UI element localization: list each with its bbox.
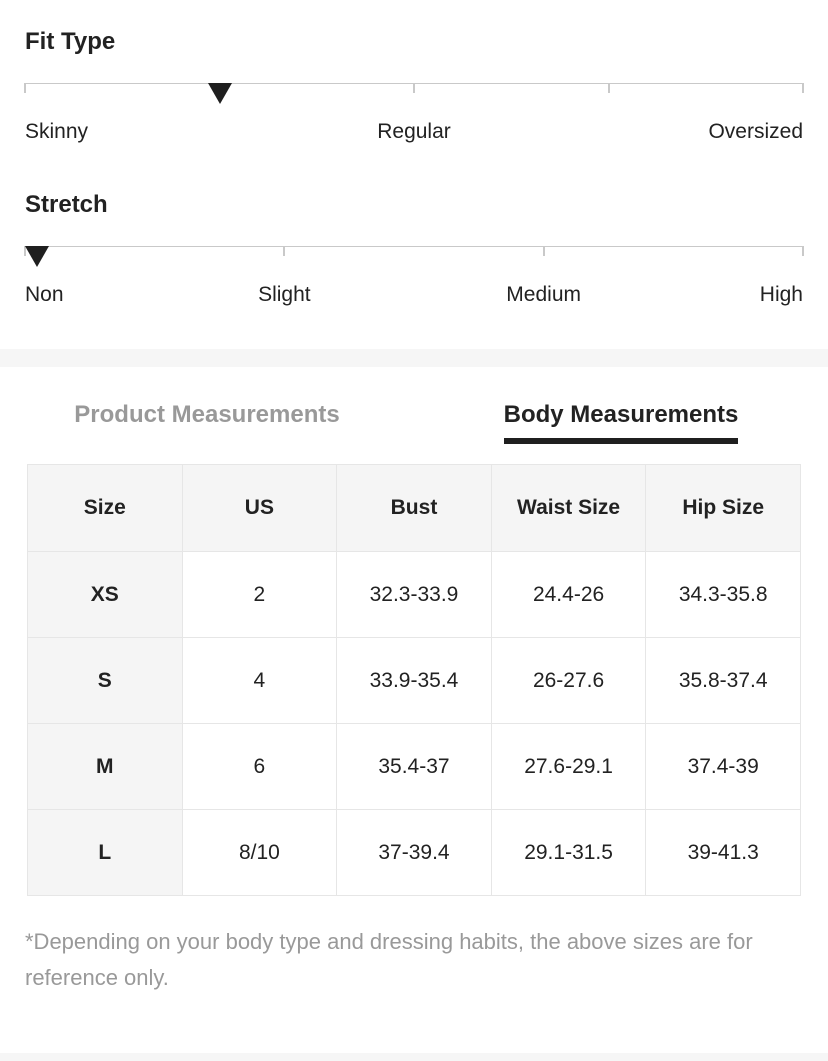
size-cell: L [27, 809, 183, 896]
stretch-slider: Non Slight Medium High [24, 246, 804, 310]
section-divider-band [0, 349, 828, 367]
stretch-label-high: High [759, 283, 803, 306]
slider-marker-icon [207, 83, 232, 104]
tab-body-measurements-label: Body Measurements [503, 401, 739, 444]
stretch-label-non: Non [25, 283, 64, 306]
fit-type-block: Fit Type Skinny Regular Oversized [24, 28, 804, 147]
size-disclaimer-footnote: *Depending on your body type and dressin… [25, 929, 753, 990]
waist-cell: 26-27.6 [490, 637, 647, 724]
table-row: M 6 35.4-37 27.6-29.1 37.4-39 [27, 723, 801, 810]
fit-label-regular: Regular [377, 120, 451, 143]
tab-product-measurements-label: Product Measurements [74, 401, 340, 428]
waist-cell: 27.6-29.1 [490, 723, 647, 810]
us-cell: 2 [181, 551, 338, 638]
fit-label-oversized: Oversized [708, 120, 803, 143]
fit-type-slider: Skinny Regular Oversized [24, 83, 804, 147]
bust-cell: 33.9-35.4 [336, 637, 492, 724]
header-hip-size: Hip Size [645, 464, 801, 552]
hip-cell: 39-41.3 [645, 809, 801, 896]
header-waist-size: Waist Size [490, 464, 647, 552]
fit-label-skinny: Skinny [25, 120, 89, 143]
header-us: US [181, 464, 338, 552]
table-row: L 8/10 37-39.4 29.1-31.5 39-41.3 [27, 809, 801, 896]
slider-tick [413, 83, 415, 93]
fit-type-title: Fit Type [25, 28, 116, 55]
bust-cell: 35.4-37 [336, 723, 492, 810]
table-row: XS 2 32.3-33.9 24.4-26 34.3-35.8 [27, 551, 801, 638]
product-attributes-section: Fit Type Skinny Regular Oversized Stretc… [0, 28, 828, 310]
slider-tick [542, 246, 545, 256]
hip-cell: 35.8-37.4 [645, 637, 801, 724]
fit-slider-labels: Skinny Regular Oversized [25, 120, 803, 147]
table-header-row: Size US Bust Waist Size Hip Size [27, 464, 801, 552]
stretch-label-medium: Medium [506, 283, 582, 306]
waist-cell: 29.1-31.5 [490, 809, 647, 896]
stretch-slider-labels: Non Slight Medium High [25, 283, 803, 310]
tab-product-measurements[interactable]: Product Measurements [0, 401, 414, 444]
slider-tick [802, 83, 804, 93]
bust-cell: 32.3-33.9 [336, 551, 492, 638]
measurements-tabs: Product Measurements Body Measurements [0, 401, 828, 444]
stretch-label-slight: Slight [258, 283, 311, 306]
stretch-slider-track [24, 246, 804, 267]
table-row: S 4 33.9-35.4 26-27.6 35.8-37.4 [27, 637, 801, 724]
slider-tick [802, 246, 804, 256]
slider-tick [283, 246, 286, 256]
size-chart-table: Size US Bust Waist Size Hip Size XS 2 32… [27, 464, 801, 896]
slider-marker-icon [25, 246, 49, 267]
us-cell: 6 [181, 723, 338, 810]
us-cell: 8/10 [181, 809, 338, 896]
size-cell: S [27, 637, 183, 724]
stretch-title: Stretch [25, 191, 108, 218]
waist-cell: 24.4-26 [490, 551, 647, 638]
header-size: Size [27, 464, 183, 552]
fit-slider-track [24, 83, 804, 104]
slider-tick [24, 83, 26, 93]
size-cell: XS [27, 551, 183, 638]
tab-body-measurements[interactable]: Body Measurements [414, 401, 828, 444]
stretch-block: Stretch Non Slight Medium High [24, 191, 804, 310]
hip-cell: 34.3-35.8 [645, 551, 801, 638]
header-bust: Bust [336, 464, 492, 552]
slider-tick [607, 83, 610, 93]
bust-cell: 37-39.4 [336, 809, 492, 896]
us-cell: 4 [181, 637, 338, 724]
size-cell: M [27, 723, 183, 810]
bottom-divider-band [0, 1053, 828, 1061]
hip-cell: 37.4-39 [645, 723, 801, 810]
